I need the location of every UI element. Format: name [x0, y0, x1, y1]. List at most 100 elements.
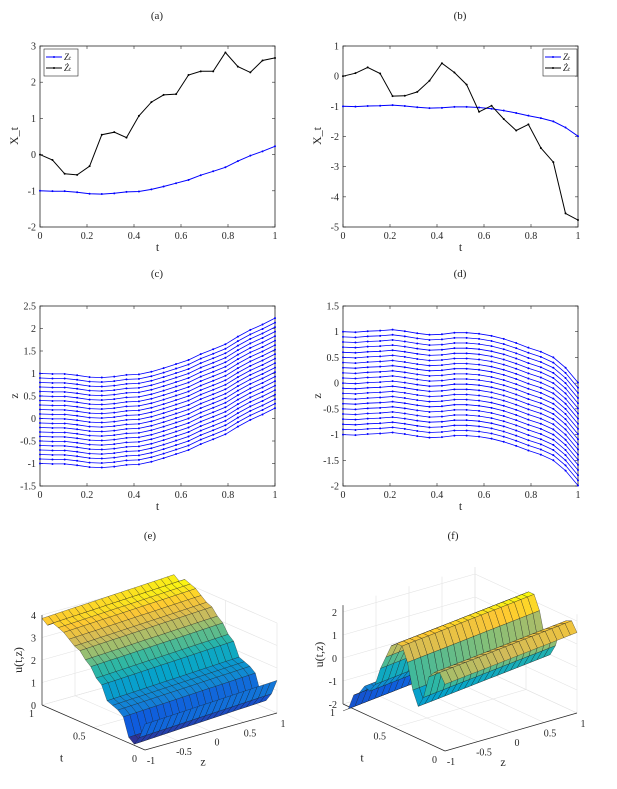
- data-point: [125, 418, 128, 421]
- data-point: [465, 383, 468, 386]
- data-point: [416, 409, 419, 412]
- legend-marker: [53, 67, 55, 69]
- data-point: [224, 166, 227, 169]
- data-point: [440, 369, 443, 372]
- data-point: [212, 370, 215, 373]
- data-point: [366, 330, 369, 333]
- data-point: [100, 421, 103, 424]
- x-tick-label: 0.6: [478, 231, 491, 242]
- data-point: [515, 372, 518, 375]
- data-point: [88, 457, 91, 460]
- data-point: [113, 447, 116, 450]
- data-point: [465, 105, 468, 108]
- z-tick-label: 0: [515, 738, 520, 749]
- data-point: [440, 425, 443, 428]
- data-point: [490, 360, 493, 363]
- data-point: [539, 402, 542, 405]
- data-point: [76, 410, 79, 413]
- data-point: [552, 382, 555, 385]
- data-point: [76, 396, 79, 399]
- data-point: [502, 353, 505, 356]
- data-point: [39, 431, 41, 433]
- data-point: [391, 333, 394, 336]
- data-point: [391, 421, 394, 424]
- data-point: [88, 407, 91, 410]
- data-point: [150, 420, 153, 423]
- data-point: [150, 388, 153, 391]
- u-tick-label: 4: [31, 611, 36, 622]
- data-point: [175, 408, 178, 411]
- data-point: [100, 453, 103, 456]
- trajectory-7-line: [342, 396, 579, 450]
- trajectory-11-line: [39, 358, 276, 419]
- data-point: [366, 397, 369, 400]
- y-tick-label: 0.5: [24, 392, 37, 403]
- y-tick-label: 0: [334, 72, 339, 83]
- data-point: [63, 399, 66, 402]
- data-point: [113, 393, 116, 396]
- data-point: [261, 404, 264, 407]
- data-point: [261, 377, 264, 380]
- data-point: [527, 382, 530, 385]
- data-point: [63, 417, 66, 420]
- data-point: [137, 418, 140, 421]
- data-point: [391, 369, 394, 372]
- data-point: [403, 366, 406, 369]
- data-point: [502, 368, 505, 371]
- data-point: [428, 354, 431, 357]
- data-point: [552, 438, 555, 441]
- data-point: [564, 459, 567, 462]
- data-point: [113, 375, 116, 378]
- y-tick-label: -1: [331, 430, 339, 441]
- data-point: [527, 392, 530, 395]
- data-point: [577, 427, 579, 430]
- data-point: [100, 417, 103, 420]
- data-point: [403, 94, 406, 97]
- data-point: [539, 448, 542, 451]
- data-point: [137, 427, 140, 430]
- data-point: [236, 394, 239, 397]
- data-point: [564, 126, 567, 129]
- data-point: [199, 353, 202, 356]
- data-point: [249, 342, 252, 345]
- data-point: [125, 441, 128, 444]
- data-point: [212, 379, 215, 382]
- data-point: [199, 438, 202, 441]
- data-point: [51, 377, 54, 380]
- data-point: [403, 371, 406, 374]
- data-point: [577, 469, 579, 472]
- data-point: [224, 401, 227, 404]
- trajectory-2: [342, 421, 579, 477]
- data-point: [403, 355, 406, 358]
- data-point: [199, 375, 202, 378]
- trajectory-6-line: [39, 380, 276, 442]
- z-tick-label: -1: [147, 756, 155, 767]
- trajectory-17-line: [39, 331, 276, 392]
- data-point: [137, 449, 140, 452]
- u-tick-label: -2: [329, 700, 337, 711]
- data-point: [51, 386, 54, 389]
- data-point: [552, 413, 555, 415]
- data-point: [199, 402, 202, 405]
- data-point: [88, 439, 91, 442]
- data-point: [354, 336, 357, 339]
- data-point: [416, 414, 419, 417]
- data-point: [100, 408, 103, 411]
- data-point: [63, 172, 66, 175]
- data-point: [478, 348, 481, 351]
- data-point: [162, 416, 165, 419]
- data-point: [577, 463, 579, 466]
- data-point: [366, 412, 369, 415]
- trajectory-9: [342, 385, 579, 441]
- data-point: [453, 342, 456, 345]
- y-tick-label: -1: [331, 102, 339, 113]
- data-point: [515, 439, 518, 442]
- data-point: [187, 395, 190, 397]
- data-point: [490, 427, 493, 430]
- data-point: [236, 358, 239, 361]
- y-tick-label: 1: [334, 42, 339, 53]
- data-point: [212, 429, 215, 432]
- data-point: [515, 342, 518, 345]
- data-point: [249, 333, 252, 336]
- data-point: [527, 123, 530, 126]
